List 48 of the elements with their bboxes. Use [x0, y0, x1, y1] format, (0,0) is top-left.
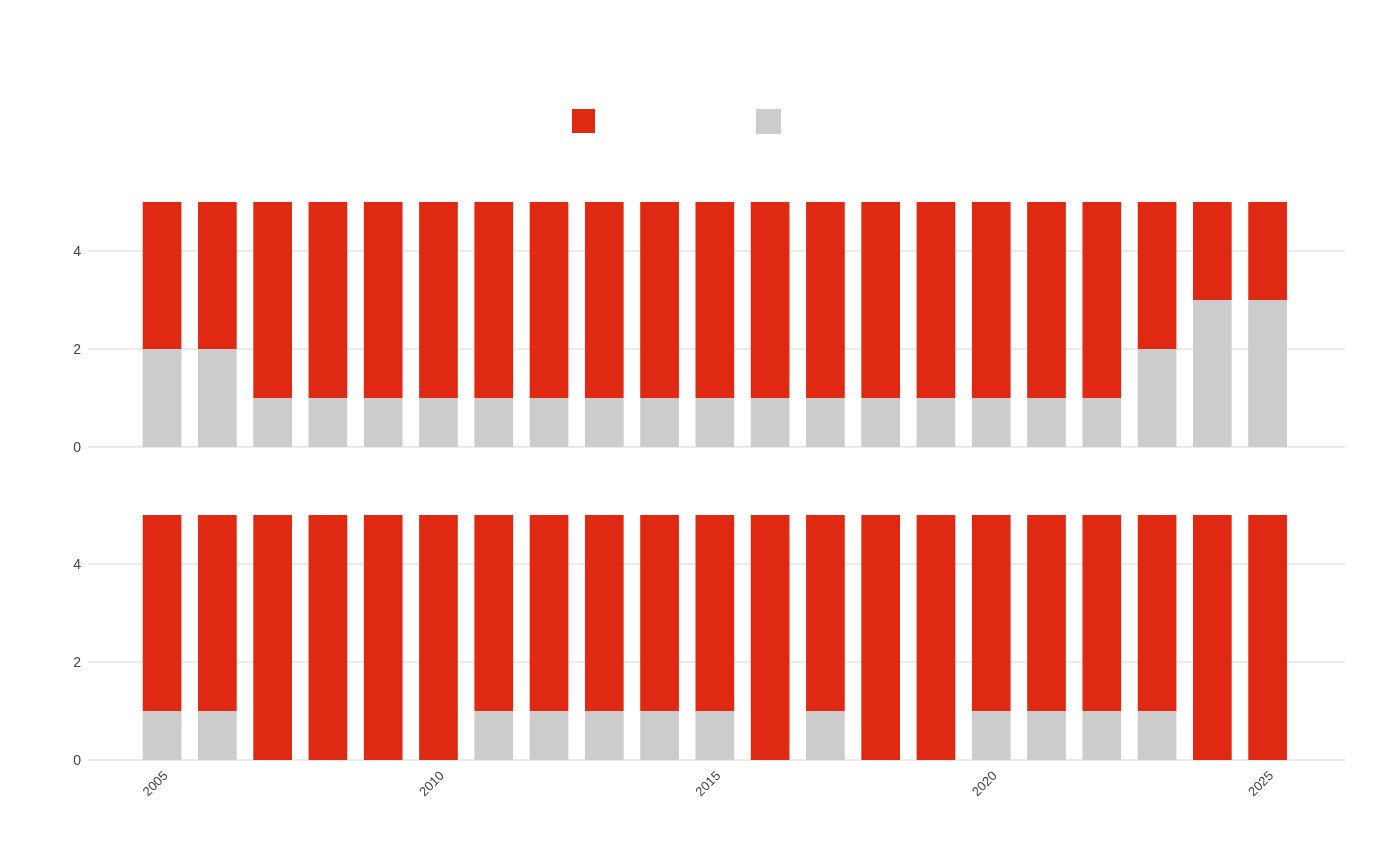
- bar: [806, 202, 845, 398]
- bar: [750, 202, 790, 398]
- bar: [253, 398, 292, 447]
- bar: [640, 398, 679, 447]
- bar: [419, 202, 458, 398]
- bar: [1137, 202, 1177, 349]
- bar: [584, 398, 624, 447]
- bar: [695, 202, 735, 398]
- bar: [253, 202, 292, 398]
- bar: [971, 202, 1011, 398]
- bar: [308, 202, 348, 398]
- bar: [584, 202, 624, 398]
- bar: [1027, 398, 1066, 447]
- bar: [529, 202, 569, 398]
- bar: [1137, 349, 1177, 447]
- bar: [1192, 202, 1232, 300]
- bar: [971, 398, 1011, 447]
- y-tick-label: 4: [73, 555, 82, 572]
- bar: [1082, 202, 1122, 398]
- y-tick-label: 4: [73, 242, 82, 259]
- bar: [640, 202, 679, 398]
- bar: [198, 349, 237, 447]
- y-tick-label: 2: [73, 340, 82, 357]
- bar: [1082, 398, 1122, 447]
- bar: [363, 398, 403, 447]
- bar: [198, 202, 237, 349]
- bar: [474, 202, 514, 398]
- bar: [861, 398, 901, 447]
- bar: [861, 202, 901, 398]
- bar: [308, 398, 348, 447]
- bar: [142, 349, 182, 447]
- bar: [695, 398, 735, 447]
- bar: [750, 398, 790, 447]
- bar: [529, 398, 569, 447]
- bar: [363, 202, 403, 398]
- bar: [142, 202, 182, 349]
- bar: [474, 398, 514, 447]
- y-tick-label: 0: [73, 438, 82, 455]
- bar: [1027, 202, 1066, 398]
- y-tick-label: 0: [73, 751, 82, 768]
- bar: [806, 398, 845, 447]
- bar: [419, 398, 458, 447]
- bar: [1192, 300, 1232, 447]
- y-tick-label: 2: [73, 653, 82, 670]
- bar: [916, 202, 956, 398]
- bar: [916, 398, 956, 447]
- bar: [1248, 300, 1287, 447]
- bar: [1248, 202, 1287, 300]
